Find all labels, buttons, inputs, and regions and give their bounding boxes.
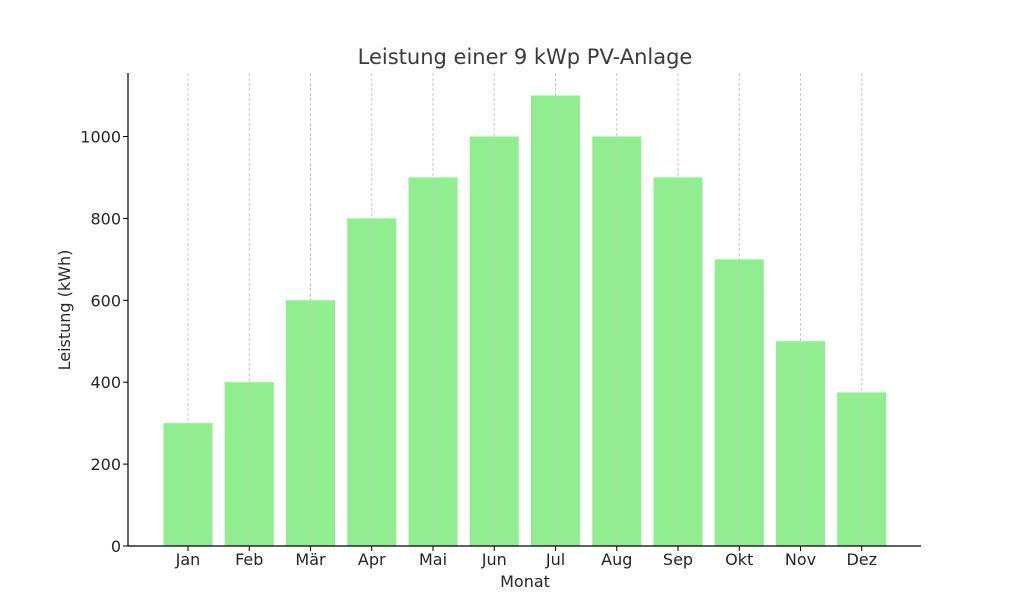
x-tick-label-3: Apr [358, 550, 386, 569]
axes [127, 73, 921, 547]
y-axis-label: Leistung (kWh) [55, 250, 74, 371]
x-tick-label-6: Jul [545, 550, 565, 569]
bar-9 [714, 259, 764, 546]
y-tick-label-5: 1000 [80, 127, 121, 146]
x-tick-label-1: Feb [235, 550, 263, 569]
x-tick-label-11: Dez [846, 550, 877, 569]
chart-title: Leistung einer 9 kWp PV-Anlage [358, 45, 693, 69]
bar-3 [347, 218, 397, 546]
y-tick-label-2: 400 [90, 373, 121, 392]
y-tick-label-0: 0 [111, 537, 121, 556]
grid-lines [187, 73, 863, 546]
y-tick-label-4: 800 [90, 209, 121, 228]
ticks: 0 200 400 600 800 1000 Jan Feb Mär Apr Mai Jun Jul Au… [80, 127, 877, 569]
y-tick-label-3: 600 [90, 291, 121, 310]
y-tick-label-1: 200 [90, 455, 121, 474]
x-tick-label-5: Jun [481, 550, 507, 569]
bars [163, 95, 887, 547]
x-tick-label-7: Aug [601, 550, 632, 569]
x-axis-label: Monat [500, 572, 550, 591]
x-tick-label-9: Okt [725, 550, 753, 569]
x-tick-label-4: Mai [419, 550, 447, 569]
x-tick-label-10: Nov [785, 550, 816, 569]
x-tick-label-8: Sep [663, 550, 693, 569]
x-tick-label-0: Jan [175, 550, 201, 569]
x-tick-label-2: Mär [295, 550, 326, 569]
